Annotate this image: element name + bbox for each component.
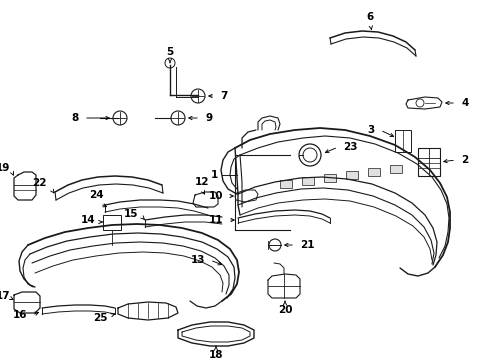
Text: 22: 22 <box>32 178 47 188</box>
Text: 23: 23 <box>342 142 357 152</box>
Text: 13: 13 <box>190 255 204 265</box>
Text: 24: 24 <box>88 190 103 200</box>
Bar <box>389 165 401 173</box>
Bar <box>280 180 291 188</box>
Text: 21: 21 <box>299 240 314 250</box>
Text: 2: 2 <box>460 155 468 165</box>
Text: 7: 7 <box>220 91 227 101</box>
Text: 16: 16 <box>13 310 27 320</box>
Text: 20: 20 <box>277 305 292 315</box>
Text: 17: 17 <box>0 291 10 301</box>
Text: 14: 14 <box>80 215 95 225</box>
Text: 3: 3 <box>367 125 374 135</box>
Text: 11: 11 <box>208 215 223 225</box>
Text: 19: 19 <box>0 163 10 173</box>
Bar <box>394 130 410 152</box>
Text: 8: 8 <box>72 113 79 123</box>
Text: 25: 25 <box>93 313 108 323</box>
Bar <box>417 148 439 176</box>
Bar <box>324 174 335 182</box>
Text: 1: 1 <box>210 170 218 180</box>
Text: 4: 4 <box>460 98 468 108</box>
Text: 9: 9 <box>204 113 212 123</box>
Bar <box>367 168 379 176</box>
Text: 10: 10 <box>208 191 223 201</box>
Bar <box>103 215 121 230</box>
Text: 15: 15 <box>123 209 138 219</box>
Text: 18: 18 <box>208 350 223 360</box>
Bar <box>346 171 357 179</box>
Text: 12: 12 <box>194 177 209 187</box>
Bar <box>302 177 313 185</box>
Text: 6: 6 <box>366 12 373 22</box>
Text: 5: 5 <box>166 47 173 57</box>
